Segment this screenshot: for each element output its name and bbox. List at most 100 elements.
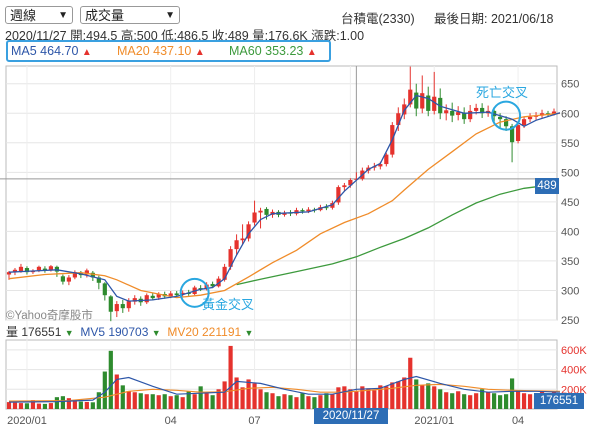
volume-bar xyxy=(120,385,125,409)
candle-body xyxy=(126,301,131,309)
candle-body xyxy=(456,112,461,116)
candle-body xyxy=(509,126,515,143)
volume-bar xyxy=(210,395,215,409)
volume-bar xyxy=(432,386,437,409)
price-tick-label: 600 xyxy=(561,108,579,120)
death-cross-label: 死亡交叉 xyxy=(476,85,529,100)
volume-bar xyxy=(36,403,42,409)
volume-bar xyxy=(527,394,533,409)
candle-body xyxy=(240,238,245,241)
ma5-line xyxy=(8,94,561,302)
volume-bar xyxy=(515,390,521,409)
candle-body xyxy=(66,277,71,282)
volume-bar xyxy=(288,395,293,409)
volume-bar xyxy=(408,357,413,409)
period-select[interactable]: 週線 ▼ xyxy=(5,6,73,24)
volume-bar xyxy=(318,395,323,409)
candle-body xyxy=(468,110,473,120)
volume-bar xyxy=(246,379,251,409)
candle-body xyxy=(120,304,125,309)
candle-body xyxy=(300,210,305,212)
candle-body xyxy=(6,272,12,275)
price-tick-label: 550 xyxy=(561,138,579,150)
volume-bar xyxy=(384,386,389,409)
candle-body xyxy=(36,266,42,271)
candlesticks xyxy=(6,66,557,322)
time-tick-label: 07 xyxy=(248,415,260,427)
volume-bar xyxy=(426,383,431,409)
volume-bar xyxy=(60,396,65,409)
volume-bar xyxy=(492,393,497,409)
volume-bars xyxy=(6,345,557,409)
volume-bar xyxy=(480,389,485,409)
candle-body xyxy=(144,295,149,303)
volume-bar xyxy=(186,391,191,409)
candle-body xyxy=(474,107,479,111)
price-tick-label: 350 xyxy=(561,256,579,268)
candle-body xyxy=(114,304,119,312)
volume-bar xyxy=(372,390,377,409)
volume-bar xyxy=(378,385,383,409)
volume-bar xyxy=(48,403,54,409)
candle-body xyxy=(18,266,24,271)
candle-body xyxy=(228,249,233,267)
candle-body xyxy=(168,293,173,297)
death-cross-circle xyxy=(491,100,522,131)
ma20-line xyxy=(8,112,561,299)
last-date: 最後日期: 2021/06/18 xyxy=(434,12,554,26)
volume-bar xyxy=(396,381,401,409)
volume-bar xyxy=(330,394,335,409)
candle-body xyxy=(521,119,527,126)
volume-bar xyxy=(174,395,179,409)
indicator-select[interactable]: 成交量 ▼ xyxy=(80,6,180,24)
chevron-down-icon: ▼ xyxy=(165,10,175,21)
volume-bar xyxy=(198,386,203,409)
volume-bar xyxy=(240,387,245,409)
current-price-label: 489 xyxy=(535,178,559,194)
grid xyxy=(0,65,558,410)
volume-bar xyxy=(414,379,419,409)
candle-body xyxy=(354,178,359,180)
volume-bar xyxy=(216,389,221,409)
candle-body xyxy=(150,295,155,299)
candle-body xyxy=(384,154,389,165)
candle-body xyxy=(156,294,161,298)
candle-body xyxy=(324,207,329,209)
volume-bar xyxy=(228,345,233,409)
candle-body xyxy=(420,93,425,109)
period-select-value: 週線 xyxy=(10,8,37,23)
time-tick-label: 04 xyxy=(165,415,177,427)
candle-body xyxy=(84,270,89,275)
volume-bar xyxy=(204,393,209,409)
volume-bar xyxy=(90,402,95,409)
volume-bar xyxy=(324,393,329,409)
mv20-line xyxy=(8,383,561,402)
candle-body xyxy=(210,283,215,287)
chevron-down-icon: ▼ xyxy=(58,10,68,21)
volume-tick-label: 400K xyxy=(561,365,587,377)
volume-bar xyxy=(306,396,311,409)
volume-bar xyxy=(6,402,12,409)
volume-bar xyxy=(474,393,479,409)
stock-name: 台積電(2330) xyxy=(341,12,415,26)
cursor-date-label: 2020/11/27 xyxy=(314,408,388,424)
candle-body xyxy=(515,125,521,142)
volume-bar xyxy=(294,397,299,409)
volume-bar xyxy=(258,389,263,409)
volume-bar xyxy=(126,391,131,409)
volume-bar xyxy=(156,395,161,409)
candle-body xyxy=(96,277,101,283)
volume-bar xyxy=(192,394,197,409)
candle-body xyxy=(12,269,18,273)
volume-bar xyxy=(300,393,305,409)
volume-bar xyxy=(96,392,101,409)
candle-body xyxy=(396,113,401,126)
volume-bar xyxy=(402,377,407,409)
mv5-line xyxy=(8,375,561,403)
volume-bar xyxy=(336,387,341,409)
volume-bar xyxy=(30,400,36,409)
candle-body xyxy=(378,164,383,167)
volume-bar xyxy=(12,402,18,409)
volume-bar xyxy=(234,377,239,409)
